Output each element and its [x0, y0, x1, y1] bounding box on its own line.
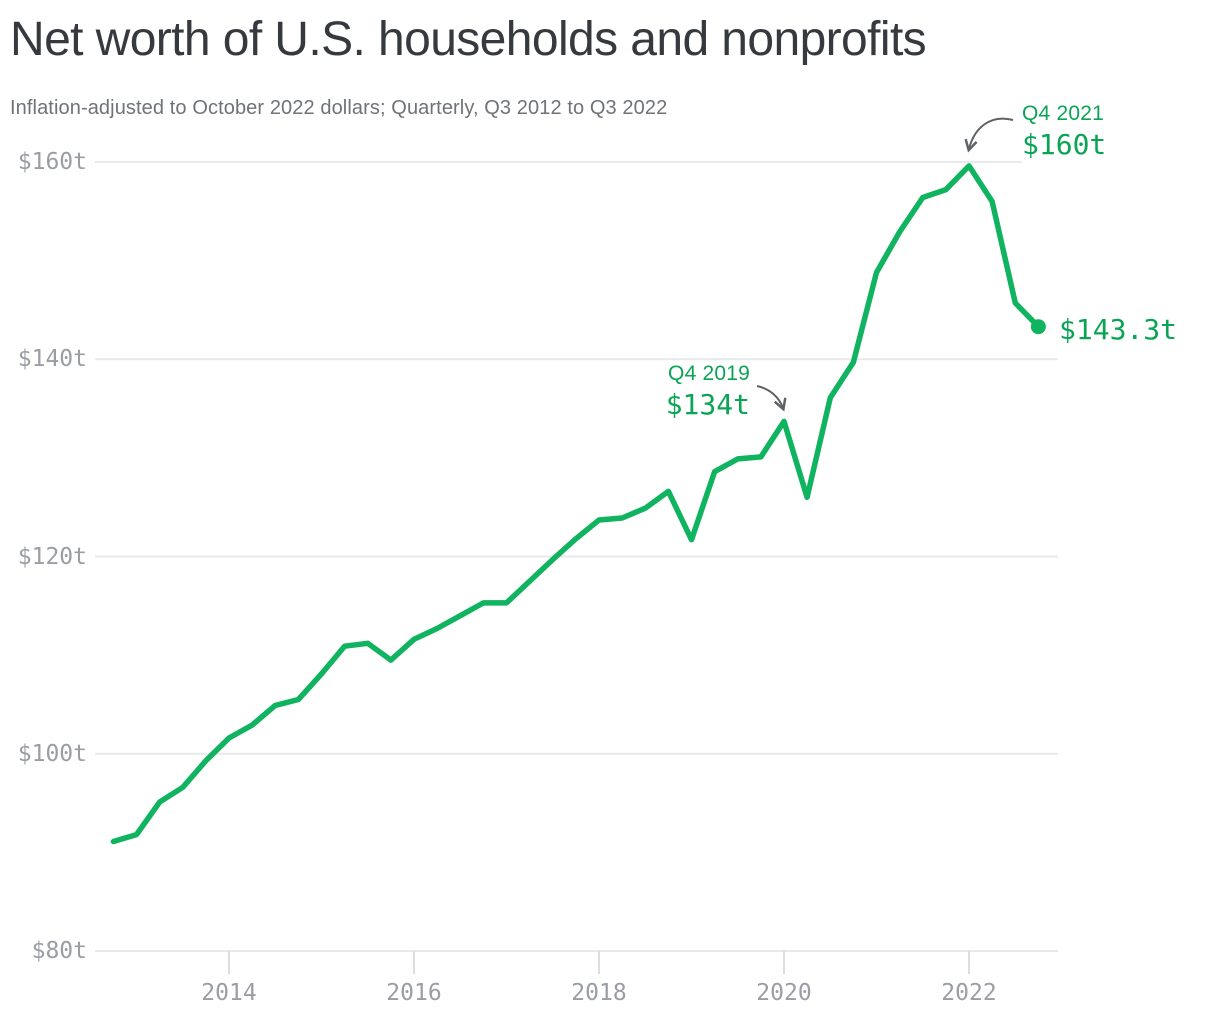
gridlines — [95, 161, 1058, 952]
x-tick-label: 2014 — [201, 980, 257, 1006]
x-tick-label: 2020 — [756, 980, 812, 1006]
annotation-q4-2021-label: Q4 2021 — [1022, 102, 1104, 125]
y-tick-label: $100t — [17, 740, 87, 767]
y-tick-label: $80t — [31, 938, 87, 964]
y-tick-label: $140t — [17, 346, 87, 373]
annotation-q4-2021: Q4 2021 $160t — [1022, 102, 1106, 160]
annotation-q4-2021-value: $160t — [1022, 128, 1107, 161]
y-tick-label: $160t — [17, 149, 87, 175]
annotation-q4-2019-value: $134t — [665, 388, 750, 421]
chart-subtitle: Inflation-adjusted to October 2022 dolla… — [10, 97, 668, 119]
y-tick-label: $120t — [17, 543, 87, 570]
x-tick-label: 2022 — [941, 980, 997, 1006]
annotation-latest-value: $143.3t — [1059, 313, 1178, 346]
x-tick-label: 2016 — [386, 980, 442, 1006]
net-worth-line-series — [110, 163, 1046, 845]
net-worth-line — [110, 163, 1042, 845]
latest-point-dot — [1030, 319, 1046, 335]
x-tick-label: 2018 — [571, 980, 627, 1006]
chart-title: Net worth of U.S. households and nonprof… — [10, 13, 927, 66]
x-axis-ticks — [228, 951, 970, 974]
annotation-q4-2019: Q4 2019 $134t — [666, 362, 750, 420]
arrow-to-q4-2019-peak — [756, 385, 783, 408]
annotation-arrows — [756, 117, 1014, 408]
arrow-to-q4-2021-peak — [969, 117, 1014, 149]
annotation-q4-2019-label: Q4 2019 — [668, 362, 750, 385]
